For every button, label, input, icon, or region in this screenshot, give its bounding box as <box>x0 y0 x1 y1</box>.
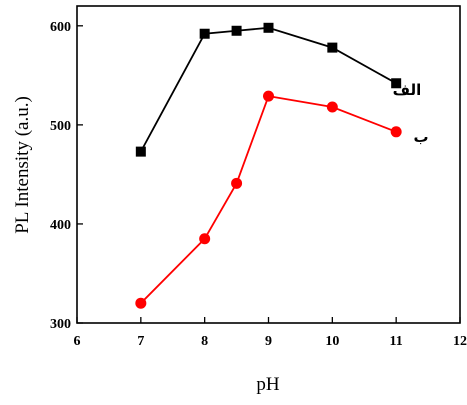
y-tick-label: 300 <box>50 317 71 332</box>
data-point-circle <box>263 90 274 102</box>
data-point-circle <box>135 297 147 309</box>
series-label-be: ب <box>413 128 428 146</box>
series-label-alef: الف <box>393 81 422 99</box>
x-tick-label: 6 <box>74 334 81 349</box>
plot-frame <box>76 5 461 324</box>
data-point-square <box>135 146 146 157</box>
x-tick-label: 12 <box>453 334 467 349</box>
data-point-circle <box>326 101 338 113</box>
data-point-square <box>391 78 402 89</box>
x-tick-label: 9 <box>265 334 272 349</box>
x-axis-title: pH <box>256 374 280 395</box>
series-layer <box>135 22 402 309</box>
series-line-2 <box>140 95 397 304</box>
data-point-square <box>327 42 338 53</box>
data-point-square <box>231 25 242 36</box>
y-tick-label: 600 <box>50 20 71 35</box>
data-point-circle <box>231 177 243 189</box>
y-tick-label: 500 <box>50 119 71 134</box>
data-point-square <box>199 28 210 39</box>
x-tick-label: 10 <box>325 334 339 349</box>
data-point-circle <box>199 233 211 245</box>
x-tick-label: 11 <box>390 334 403 349</box>
data-point-circle <box>390 126 402 138</box>
series-line-1 <box>140 26 397 153</box>
x-tick-label: 7 <box>137 334 144 349</box>
y-tick-label: 400 <box>50 218 71 233</box>
axis-ticks: 6 7 8 9 10 11 12 300 400 500 600 <box>50 20 467 349</box>
data-point-square <box>263 22 274 33</box>
x-tick-label: 8 <box>201 334 208 349</box>
y-axis-title: PL Intensity (a.u.) <box>12 96 33 234</box>
